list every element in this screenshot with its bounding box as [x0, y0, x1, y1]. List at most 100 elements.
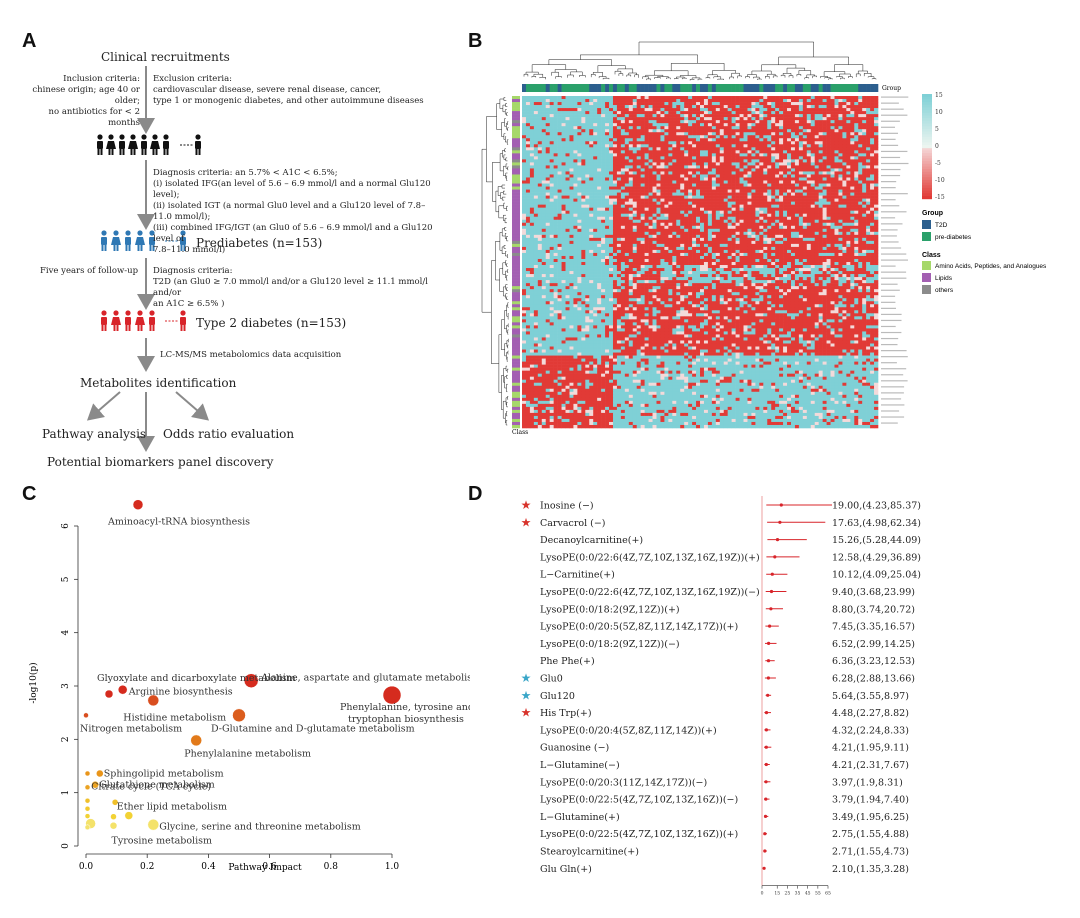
- legend-prediabetes-label: pre-diabetes: [935, 234, 972, 241]
- scatter-point-label: Histidine metabolism: [123, 712, 226, 723]
- scatter-ytick-label: 6: [61, 523, 71, 529]
- forest-or-text: 5.64,(3.55,8.97): [832, 691, 909, 702]
- forest-row-label: LysoPE(0:0/20:3(11Z,14Z,17Z))(−): [540, 777, 707, 788]
- scatter-point-label: Tyrosine metabolism: [112, 836, 213, 847]
- scatter-point: [147, 694, 160, 707]
- forest-or-text: 9.40,(3.68,23.99): [832, 587, 915, 598]
- heatmap-row-labels: [881, 96, 909, 424]
- scatter-point: [104, 689, 114, 699]
- forest-point: [763, 832, 767, 836]
- scatter-ytick-label: 1: [61, 790, 71, 796]
- legend-swatch-amino: [922, 261, 931, 270]
- forest-or-text: 4.21,(2.31,7.67): [832, 760, 909, 771]
- scatter-point-label: Phenylalanine, tyrosine and: [340, 702, 470, 713]
- forest-point: [764, 780, 768, 784]
- people-icons-blue: [101, 230, 186, 251]
- forest-xtick-label: 25: [785, 891, 791, 897]
- scatter-ytick-label: 0: [61, 843, 71, 849]
- panel-c-letter: C: [22, 483, 37, 505]
- forest-point: [779, 503, 783, 507]
- scatter-point: [96, 769, 104, 778]
- forest-point: [769, 589, 774, 594]
- forest-point: [775, 538, 780, 542]
- scatter-point-label: Nitrogen metabolism: [80, 723, 182, 734]
- colorbar-tick-label: 10: [935, 109, 943, 116]
- forest-star-icon: ★: [521, 706, 532, 720]
- forest-star-icon: ★: [521, 671, 532, 685]
- scatter-point: [91, 780, 99, 789]
- flow-prediabetes-label: Prediabetes (n=153): [196, 236, 323, 250]
- legend-swatch-prediabetes: [922, 232, 931, 241]
- forest-or-text: 3.49,(1.95,6.25): [832, 812, 909, 823]
- flow-t2d-label: Type 2 diabetes (n=153): [196, 316, 347, 330]
- forest-point: [764, 762, 768, 767]
- people-icons-black: [97, 134, 201, 155]
- person-icon: [149, 230, 155, 251]
- person-icon: [101, 310, 107, 331]
- scatter-points: [83, 499, 402, 831]
- scatter-point: [83, 712, 89, 719]
- heatmap-group-label: Group: [882, 85, 901, 92]
- scatter-point-label: Sphingolipid metabolism: [104, 769, 224, 780]
- forest-row-label: Guanosine (−): [540, 743, 609, 754]
- scatter-point: [243, 673, 259, 688]
- forest-or-text: 19.00,(4.23,85.37): [832, 501, 921, 512]
- scatter-point-label: Glycine, serine and threonine metabolism: [159, 822, 360, 833]
- person-icon: [125, 230, 131, 251]
- pathway-scatter-chart: 0.0 0.2 0.4 0.6 0.8 1.0 0 1 2 3 4 5 6 Aminoacyl-tRNA…: [28, 499, 470, 873]
- forest-row-label: LysoPE(0:0/22:6(4Z,7Z,10Z,13Z,16Z,19Z))(…: [540, 552, 760, 563]
- scatter-xtick-label: 0.8: [324, 862, 339, 872]
- legend-class-title: Class: [922, 252, 941, 259]
- forest-row-label: Glu0: [540, 674, 563, 685]
- flow-identification-label: Metabolites identification: [80, 376, 237, 390]
- forest-or-text: 2.10,(1.35,3.28): [832, 864, 909, 875]
- heatmap-colorbar: 15 10 5 0 -5 -10 -15: [922, 92, 945, 201]
- colorbar-tick-label: 0: [935, 143, 939, 150]
- forest-or-text: 6.28,(2.88,13.66): [832, 674, 915, 685]
- forest-row-label: L−Glutamine(−): [540, 760, 620, 771]
- forest-row-label: LysoPE(0:0/22:5(4Z,7Z,10Z,13Z,16Z))(−): [540, 795, 738, 806]
- forest-point: [762, 866, 766, 870]
- scatter-point-label: Arginine biosynthesis: [128, 687, 233, 698]
- forest-row-label: LysoPE(0:0/18:2(9Z,12Z))(−): [540, 639, 680, 650]
- forest-star-icon: ★: [521, 515, 532, 529]
- scatter-xtick-label: 0.4: [201, 862, 216, 872]
- forest-point: [766, 693, 770, 697]
- flow-arrow-7: [175, 391, 210, 421]
- flow-recruit-title: Clinical recruitments: [101, 50, 230, 64]
- scatter-point-label: D-Glutamine and D-glutamate metabolism: [211, 723, 415, 734]
- forest-or-text: 10.12,(4.09,25.04): [832, 570, 921, 581]
- forest-row-label: His Trp(+): [540, 708, 592, 719]
- forest-xtick-label: 0: [761, 891, 764, 897]
- forest-point: [763, 849, 767, 853]
- panel-a-letter: A: [22, 30, 37, 52]
- scatter-point-label: tryptophan biosynthesis: [348, 714, 464, 725]
- forest-or-text: 4.32,(2.24,8.33): [832, 725, 909, 736]
- forest-point: [767, 641, 771, 645]
- forest-or-text: 6.52,(2.99,14.25): [832, 639, 915, 650]
- heatmap-class-bar: [512, 96, 520, 429]
- forest-star-icon: ★: [521, 688, 532, 702]
- forest-point: [764, 797, 768, 801]
- scatter-point: [109, 821, 118, 830]
- panel-a-arrows: [86, 66, 210, 452]
- scatter-point: [84, 813, 91, 819]
- scatter-point: [84, 797, 91, 804]
- person-icon: [149, 310, 155, 331]
- person-icon: [163, 134, 169, 155]
- scatter-point-label: Phenylalanine metabolism: [184, 748, 311, 759]
- heatmap-column-dendrogram: [523, 41, 877, 81]
- scatter-point: [147, 818, 160, 831]
- scatter-point: [190, 734, 202, 747]
- colorbar-tick-label: -15: [935, 194, 945, 201]
- forest-row-label: Inosine (−): [540, 501, 594, 512]
- scatter-ytick-label: 3: [61, 683, 71, 689]
- heatmap-row-dendrogram: [481, 97, 509, 426]
- scatter-xtick-label: 1.0: [385, 862, 400, 872]
- colorbar-tick-label: 5: [935, 126, 939, 133]
- forest-row-label: LysoPE(0:0/22:5(4Z,7Z,10Z,13Z,16Z))(+): [540, 829, 738, 840]
- scatter-point-label: Ether lipid metabolism: [117, 802, 227, 813]
- forest-or-text: 4.21,(1.95,9.11): [832, 743, 909, 754]
- person-icon: [141, 134, 147, 155]
- flow-inclusion-criteria: Inclusion criteria: chinese origin; age …: [32, 74, 140, 128]
